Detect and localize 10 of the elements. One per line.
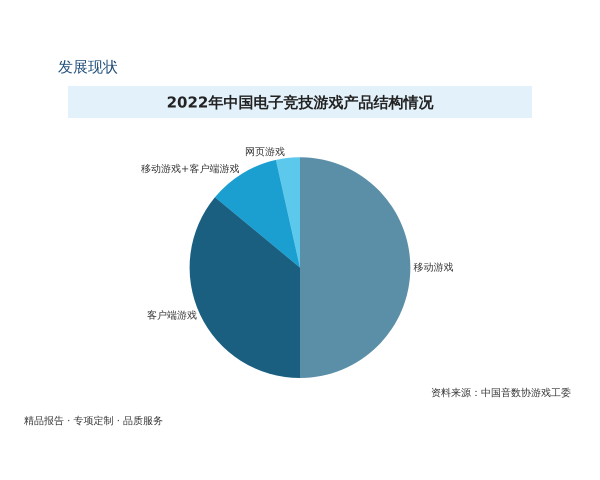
slice-label: 客户端游戏 — [147, 310, 198, 322]
text: 精品报告 · 专项定制 · 品质服务 — [24, 415, 164, 427]
text: 发展现状 — [58, 58, 118, 76]
slice-label: 移动游戏+客户端游戏 — [140, 163, 240, 176]
chart-title: 2022年中国电子竞技游戏产品结构情况 — [166, 93, 434, 112]
pie-slice — [276, 157, 300, 268]
slice-label: 网页游戏 — [244, 146, 285, 158]
slice-label: 移动游戏 — [413, 262, 454, 274]
pie-slice — [300, 157, 410, 378]
text: 资料来源：中国音数协游戏工委 — [431, 387, 571, 399]
